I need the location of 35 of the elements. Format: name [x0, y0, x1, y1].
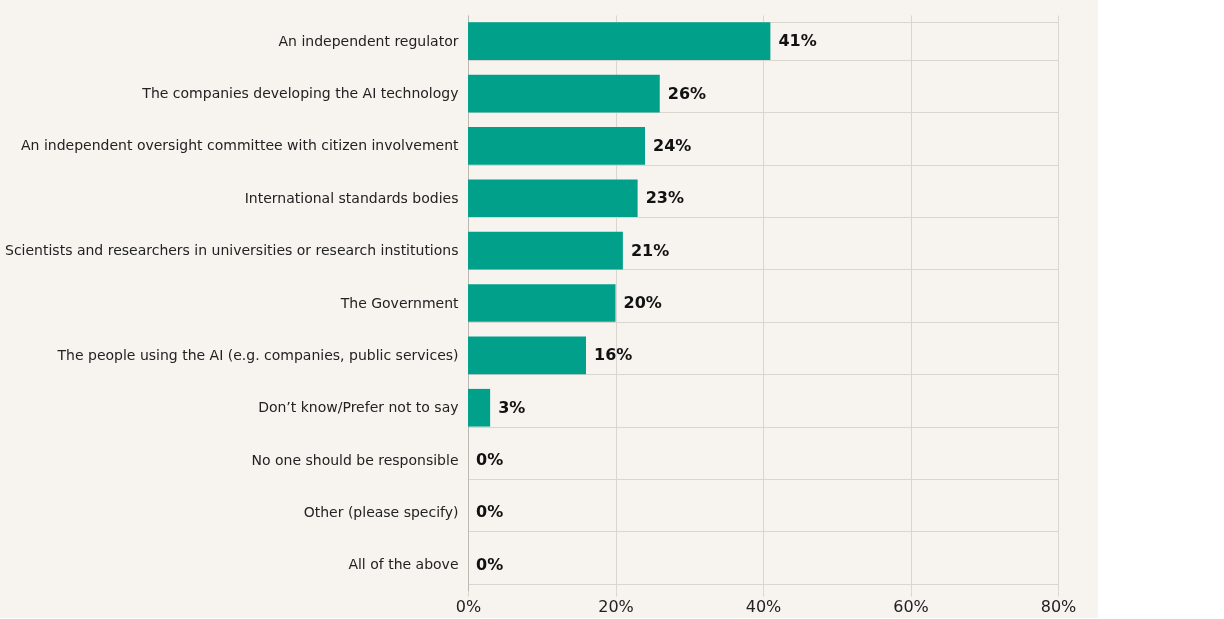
data-label: 0% — [476, 450, 504, 470]
data-label: 0% — [476, 554, 504, 574]
data-label: 3% — [498, 397, 526, 417]
y-tick-label: The people using the AI (e.g. companies, public services) — [56, 346, 459, 363]
x-tick-label: 60% — [893, 596, 929, 616]
bar — [468, 22, 771, 61]
bar — [468, 231, 623, 270]
data-label: 21% — [630, 240, 670, 260]
data-label: 0% — [476, 502, 504, 522]
y-tick-label: The companies developing the AI technology — [141, 85, 459, 102]
bar — [468, 179, 638, 218]
y-tick-label: Scientists and researchers in universities or research institutions — [5, 242, 459, 259]
y-tick-label: An independent oversight committee with citizen involvement — [21, 137, 460, 154]
y-tick-label: All of the above — [348, 556, 459, 573]
y-tick-label: Don’t know/Prefer not to say — [258, 399, 459, 416]
x-tick-label: 80% — [1040, 596, 1077, 616]
y-tick-label: The Government — [339, 294, 460, 311]
bar — [468, 284, 616, 322]
x-tick-label: 0% — [455, 596, 482, 616]
data-label: 23% — [645, 188, 684, 208]
data-label: 20% — [623, 293, 662, 312]
data-label: 16% — [594, 345, 633, 365]
bar — [468, 388, 491, 427]
x-tick-label: 40% — [745, 596, 782, 616]
data-label: 26% — [667, 83, 707, 103]
bar — [468, 336, 586, 375]
data-label: 41% — [778, 31, 817, 51]
y-tick-label: International standards bodies — [244, 189, 459, 206]
data-label: 24% — [653, 135, 692, 155]
x-tick-label: 20% — [598, 596, 634, 616]
bar — [468, 127, 645, 165]
y-tick-label: No one should be responsible — [251, 451, 459, 468]
y-tick-label: Other (please specify) — [303, 503, 459, 520]
bar — [468, 74, 660, 113]
y-tick-label: An independent regulator — [278, 32, 459, 49]
